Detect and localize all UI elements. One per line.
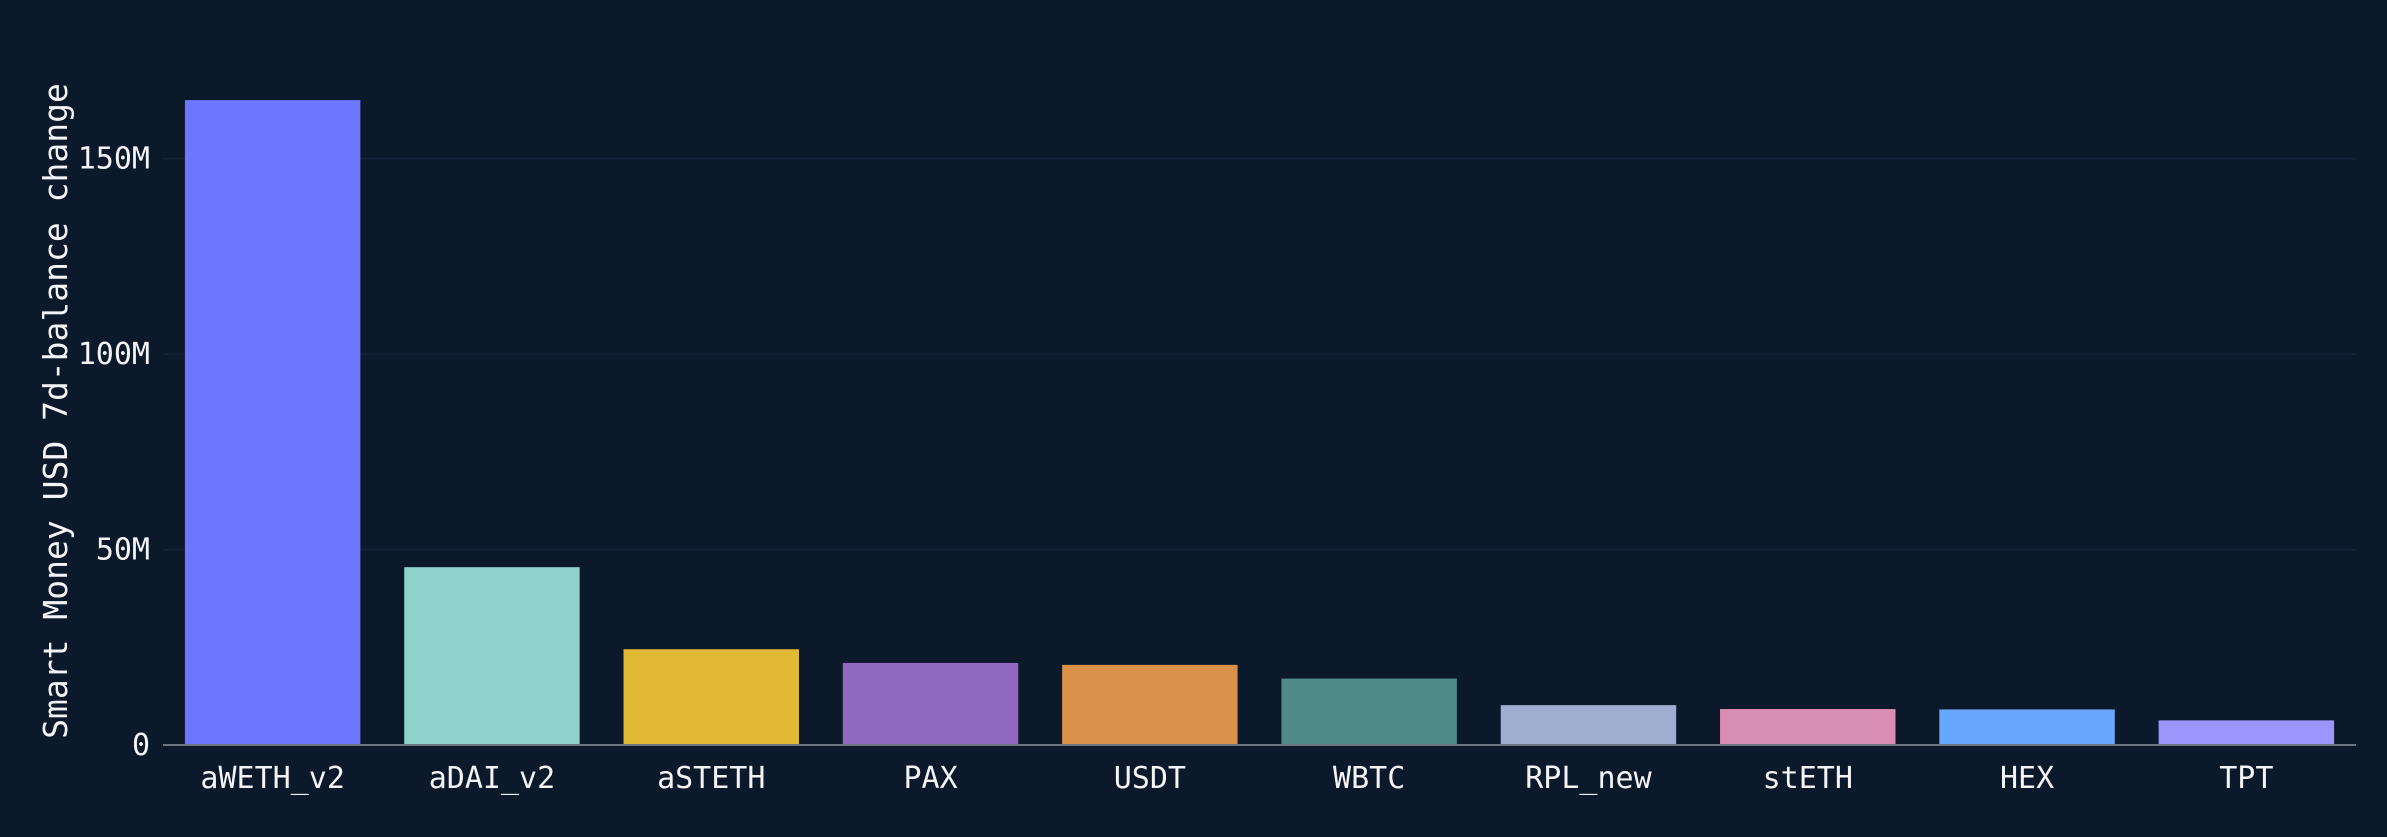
- bars: [184, 100, 2335, 746]
- bar-asteth[interactable]: [623, 649, 799, 745]
- y-axis-title: Smart Money USD 7d-balance change: [36, 83, 75, 739]
- grid-lines: [163, 157, 2356, 551]
- bar-wbtc[interactable]: [1281, 678, 1457, 745]
- x-tick-label: aSTETH: [657, 761, 765, 796]
- x-tick-label: RPL_new: [1525, 761, 1652, 796]
- bar-tpt[interactable]: [2158, 720, 2335, 745]
- x-tick-label: USDT: [1114, 761, 1186, 796]
- bar-rpl-new[interactable]: [1500, 705, 1677, 745]
- y-tick-label: 100M: [78, 337, 150, 372]
- x-tick-label: PAX: [903, 761, 957, 796]
- bar-usdt[interactable]: [1062, 664, 1238, 745]
- x-tick-label: TPT: [2219, 761, 2273, 796]
- y-tick-label: 50M: [96, 533, 150, 568]
- y-tick-label: 150M: [78, 142, 150, 177]
- bar-pax[interactable]: [842, 662, 1019, 745]
- x-tick-label: HEX: [2000, 761, 2054, 796]
- y-axis-ticks: 0 50M 100M 150M: [78, 142, 150, 763]
- x-tick-label: aDAI_v2: [429, 761, 555, 796]
- bar-steth[interactable]: [1720, 709, 1896, 745]
- y-tick-label: 0: [132, 728, 150, 763]
- x-axis-ticks: aWETH_v2 aDAI_v2 aSTETH PAX USDT WBTC RPL_new s…: [200, 761, 2273, 796]
- x-tick-label: aWETH_v2: [200, 761, 345, 796]
- bar-hex[interactable]: [1939, 709, 2115, 745]
- bar-adai-v2[interactable]: [404, 567, 580, 745]
- bar-aweth-v2[interactable]: [184, 100, 361, 746]
- x-tick-label: stETH: [1763, 761, 1853, 796]
- x-tick-label: WBTC: [1333, 761, 1405, 796]
